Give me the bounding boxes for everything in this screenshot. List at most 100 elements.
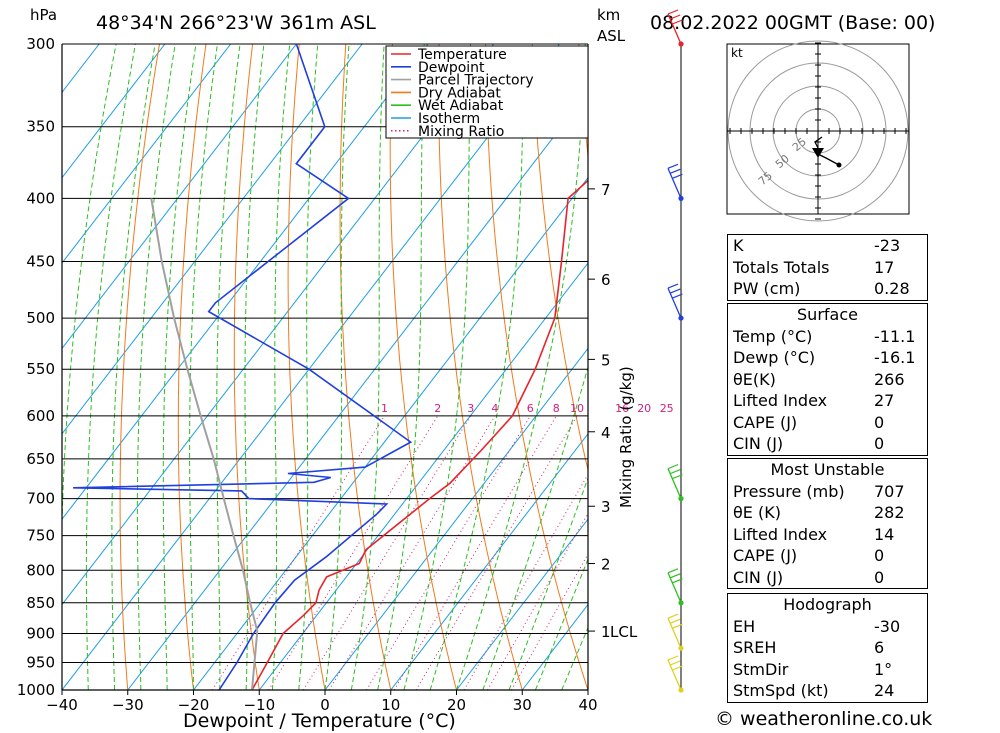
isotherm-line (62, 44, 429, 521)
isotherm-line (456, 518, 588, 690)
table-row: StmSpd (kt) 24 (728, 680, 927, 702)
hodograph-unit-label: kt (731, 46, 743, 60)
hodograph-title: Hodograph (783, 595, 872, 614)
table-row: Temp (°C) -11.1 (728, 326, 927, 348)
mixing-ratio-label: 4 (491, 402, 498, 415)
row-label: CAPE (J) (733, 546, 798, 565)
row-label: θE(K) (733, 369, 776, 389)
table-row: θE (K) 282 (728, 502, 927, 524)
table-row: CAPE (J) 0 (728, 545, 927, 567)
isotherm-line (62, 44, 166, 179)
row-value: 266 (874, 369, 905, 389)
dewpoint-series (73, 44, 413, 690)
mixing-ratio-label: 20 (637, 402, 651, 415)
row-value: -23 (874, 236, 901, 255)
credit-link[interactable]: © weatheronline.co.uk (715, 708, 933, 730)
row-label: StmSpd (kt) (733, 681, 829, 700)
wet-adiabat-line (111, 44, 156, 690)
wind-barb (667, 283, 684, 321)
pressure-tick-label: 900 (26, 625, 55, 643)
pressure-tick-label: 650 (26, 450, 55, 468)
row-value: 0 (874, 567, 885, 587)
pressure-tick-label: 700 (26, 490, 55, 508)
pressure-tick-label: 550 (26, 360, 55, 378)
most-unstable-title: Most Unstable (770, 460, 885, 479)
wind-barb (667, 9, 684, 47)
x-tick-label: 0 (320, 696, 330, 714)
x-tick-label: −20 (178, 696, 210, 714)
x-tick-label: 20 (447, 696, 466, 714)
row-value: 282 (874, 503, 905, 522)
row-value: 24 (874, 681, 895, 700)
wet-adiabat-line (271, 44, 291, 690)
x-tick-label: 10 (381, 696, 400, 714)
pressure-tick-label: 850 (26, 594, 55, 612)
row-label: PW (cm) (733, 279, 801, 298)
wet-adiabat-line (298, 44, 319, 690)
mixing-ratio-line (393, 415, 557, 690)
wind-barb (667, 568, 684, 606)
mixing-ratio-label: 25 (660, 402, 674, 415)
wet-adiabat-line (403, 44, 471, 690)
km-tick-label: 7 (601, 181, 611, 199)
hpa-label: hPa (30, 6, 57, 24)
pressure-tick-label: 350 (26, 118, 55, 136)
wet-adiabat-line (62, 44, 117, 690)
pressure-tick-label: 750 (26, 527, 55, 545)
wind-barb (667, 613, 684, 651)
most-unstable-table: Most Unstable Pressure (mb) 707 θE (K) 282 L… (727, 458, 928, 589)
row-value: 6 (874, 638, 885, 657)
surface-table: Surface Temp (°C) -11.1 Dewp (°C) -16.1 θE(K… (727, 303, 928, 456)
hodograph-table: Hodograph EH -30 SREH 6 StmDir 1° StmSpd (kt) 2… (727, 593, 928, 703)
row-label: Pressure (mb) (733, 481, 845, 501)
mixing-ratio-label: 10 (570, 402, 584, 415)
row-label: K (733, 236, 744, 255)
legend-entry-label: Isotherm (418, 111, 480, 127)
row-value: 0 (874, 546, 885, 565)
mixing-ratio-line (302, 415, 472, 690)
table-row: Lifted Index 27 (728, 390, 927, 412)
pressure-tick-label: 450 (26, 253, 55, 271)
km-tick-label: 1 (601, 623, 611, 641)
location-title: 48°34'N 266°23'W 361m ASL (96, 12, 376, 34)
surface-title: Surface (797, 305, 858, 324)
table-row: PW (cm) 0.28 (728, 278, 927, 300)
mixing-ratio-label: 6 (527, 402, 534, 415)
isotherm-line (258, 262, 588, 690)
mixing-ratio-line (211, 415, 385, 690)
km-tick-label: 5 (601, 351, 611, 369)
pressure-tick-label: 300 (26, 35, 55, 53)
legend-entry-label: Dewpoint (418, 60, 485, 76)
dry-adiabat-line (119, 44, 160, 690)
row-value: -11.1 (874, 326, 916, 346)
asl-label: ASL (597, 27, 626, 45)
legend-entry-label: Dry Adiabat (418, 85, 501, 101)
mixing-ratio-label: 2 (434, 402, 441, 415)
table-row: CAPE (J) 0 (728, 412, 927, 434)
table-row: K -23 (728, 235, 927, 257)
table-row: Pressure (mb) 707 (728, 481, 927, 503)
row-label: EH (733, 616, 756, 636)
indices-table: K -23 Totals Totals 17 PW (cm) 0.28 (727, 234, 928, 301)
x-tick-label: −40 (46, 696, 78, 714)
pressure-tick-label: 950 (26, 654, 55, 672)
wet-adiabat-line (85, 44, 136, 690)
wet-adiabat-line (136, 44, 176, 690)
row-label: Lifted Index (733, 391, 828, 410)
x-tick-label: −30 (112, 696, 144, 714)
isotherm-line (324, 347, 588, 690)
x-axis-label: Dewpoint / Temperature (°C) (183, 710, 456, 732)
legend-entry-label: Parcel Trajectory (418, 73, 534, 89)
row-label: StmDir (733, 659, 789, 679)
row-label: Totals Totals (733, 257, 830, 277)
wet-adiabat-line (508, 476, 588, 690)
table-row: SREH 6 (728, 637, 927, 659)
table-row: StmDir 1° (728, 659, 927, 681)
row-value: 0.28 (874, 279, 910, 298)
mixing-ratio-label: 1 (381, 402, 388, 415)
row-value: 14 (874, 524, 895, 544)
wind-barb (667, 655, 684, 693)
table-row: Totals Totals 17 (728, 257, 927, 279)
table-row: Lifted Index 14 (728, 524, 927, 546)
